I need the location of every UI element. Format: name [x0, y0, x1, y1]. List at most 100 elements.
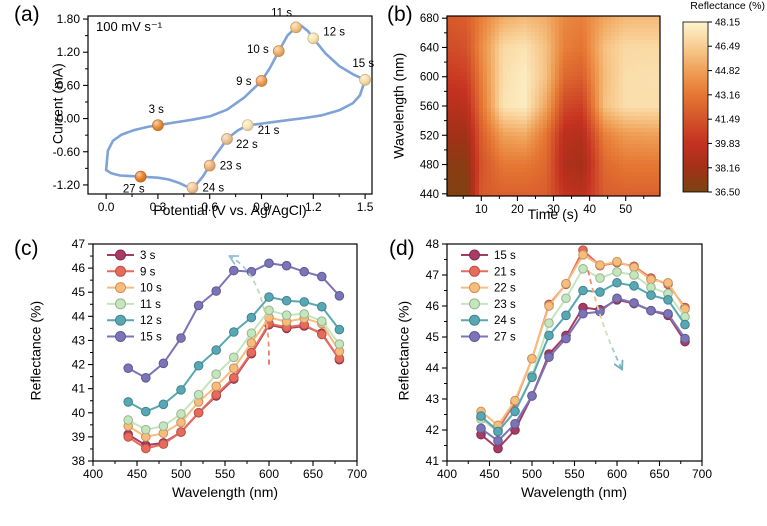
svg-text:38: 38 — [72, 454, 86, 468]
svg-text:20: 20 — [511, 204, 524, 216]
scan-rate-annotation: 100 mV s⁻¹ — [96, 19, 163, 34]
legend-label: 15 s — [494, 250, 516, 262]
colorbar-tick-label: 48.15 — [715, 18, 740, 29]
svg-text:1.80: 1.80 — [57, 12, 81, 26]
svg-text:650: 650 — [649, 467, 669, 481]
colorbar-tick-label: 39.83 — [715, 139, 740, 150]
svg-text:40: 40 — [583, 204, 596, 216]
svg-text:700: 700 — [347, 467, 367, 481]
x-axis-label-a: Potential (V vs. Ag/AgCl) — [153, 202, 307, 218]
svg-text:0.3: 0.3 — [150, 200, 167, 214]
svg-text:440: 440 — [420, 189, 439, 201]
time-marker-label: 21 s — [258, 125, 280, 137]
series-12s — [123, 292, 345, 417]
time-marker — [203, 159, 216, 172]
svg-text:42: 42 — [72, 358, 86, 372]
legend-label: 3 s — [140, 250, 156, 262]
svg-text:44: 44 — [72, 309, 86, 323]
series-24s — [476, 277, 690, 437]
x-axis-label-c: Wavelength (nm) — [171, 484, 279, 500]
time-marker — [134, 170, 147, 183]
svg-text:500: 500 — [522, 467, 542, 481]
trend-arrow — [587, 270, 623, 370]
svg-text:47: 47 — [426, 268, 440, 282]
panel-a-cv-chart: 0.0 0.3 0.6 0.9 1.2 1.5 1.80 1.20 0.60 0.00 -0.60 -… — [0, 0, 383, 230]
legend-label: 11 s — [140, 299, 161, 311]
svg-text:560: 560 — [420, 101, 439, 113]
colorbar-tick-label: 44.82 — [715, 66, 740, 77]
time-marker — [255, 75, 268, 87]
svg-text:1.5: 1.5 — [357, 200, 374, 214]
panel-label-b: (b) — [387, 3, 413, 26]
svg-text:1.2: 1.2 — [305, 200, 322, 214]
time-marker-label: 10 s — [247, 44, 269, 56]
axes-b: 10 20 30 40 50 440 480 520 560 600 640 680 — [420, 13, 661, 216]
colorbar: 48.15 46.49 44.82 43.16 41.49 39.83 38.16 36.50 — [682, 18, 740, 199]
axes-c: 400 450 500 550 600 650 700 38 39 40 41 42 43 44 45 46 4… — [72, 237, 368, 481]
time-marker — [359, 74, 371, 86]
time-marker — [221, 133, 233, 145]
svg-text:30: 30 — [547, 204, 560, 216]
time-marker-label: 27 s — [123, 184, 145, 196]
svg-text:46: 46 — [72, 261, 86, 275]
svg-text:680: 680 — [420, 13, 439, 25]
panel-label-c: (c) — [14, 237, 39, 260]
colorbar-tick-label: 46.49 — [715, 42, 740, 53]
svg-text:45: 45 — [426, 330, 440, 344]
legend-label: 21 s — [494, 266, 516, 278]
svg-text:-0.60: -0.60 — [53, 145, 81, 159]
axes-d: 400 450 500 550 600 650 700 41 42 43 44 45 46 47 48 — [426, 237, 713, 481]
colorbar-title: Reflectance (%) — [690, 0, 765, 12]
axes-a: 0.0 0.3 0.6 0.9 1.2 1.5 1.80 1.20 0.60 0.00 -0.60 -… — [53, 12, 374, 214]
series-15s — [123, 258, 345, 383]
svg-text:500: 500 — [171, 467, 191, 481]
svg-text:41: 41 — [426, 454, 440, 468]
svg-text:400: 400 — [437, 467, 457, 481]
svg-text:39: 39 — [72, 430, 86, 444]
time-marker-label: 23 s — [220, 161, 242, 173]
svg-text:1.20: 1.20 — [57, 45, 81, 59]
cv-curve — [104, 24, 367, 189]
svg-text:0.60: 0.60 — [57, 78, 81, 92]
svg-text:650: 650 — [303, 467, 323, 481]
time-marker — [186, 181, 199, 194]
trend-arrow — [228, 255, 270, 365]
heatmap-canvas: 10 20 30 40 50 440 480 520 560 600 640 680 48.15 46.4… — [420, 13, 741, 216]
time-marker-label: 12 s — [323, 26, 345, 38]
series-11s — [123, 305, 345, 435]
svg-text:50: 50 — [619, 204, 632, 216]
legend-label: 23 s — [494, 299, 516, 311]
y-axis-label-d: Reflectance (%) — [395, 300, 412, 401]
svg-text:550: 550 — [564, 467, 584, 481]
time-marker-label: 15 s — [352, 58, 374, 70]
svg-text:550: 550 — [215, 467, 235, 481]
svg-text:600: 600 — [259, 467, 279, 481]
svg-text:640: 640 — [420, 42, 439, 54]
svg-text:700: 700 — [692, 467, 712, 481]
heatmap-cells — [447, 16, 661, 197]
time-marker-label: 11 s — [271, 7, 292, 19]
colorbar-tick-label: 36.50 — [715, 188, 740, 199]
time-marker — [241, 119, 254, 132]
svg-text:46: 46 — [426, 299, 440, 313]
legend-label: 9 s — [140, 266, 156, 278]
y-axis-label-b: Wavelength (nm) — [390, 52, 407, 159]
panel-label-d: (d) — [389, 237, 415, 260]
svg-text:43: 43 — [426, 392, 440, 406]
svg-text:520: 520 — [420, 130, 439, 142]
svg-text:-1.20: -1.20 — [53, 178, 81, 192]
svg-text:45: 45 — [72, 285, 86, 299]
legend-label: 27 s — [494, 332, 516, 344]
time-marker-label: 3 s — [149, 104, 165, 116]
svg-text:600: 600 — [420, 72, 439, 84]
time-marker — [307, 32, 320, 45]
series-27s — [476, 293, 690, 446]
svg-text:450: 450 — [127, 467, 147, 481]
colorbar-tick-label: 43.16 — [715, 90, 740, 101]
time-marker — [290, 21, 302, 34]
svg-text:42: 42 — [426, 423, 440, 437]
time-marker — [272, 45, 285, 57]
svg-text:0.00: 0.00 — [57, 112, 81, 126]
colorbar-tick-label: 38.16 — [715, 163, 740, 174]
